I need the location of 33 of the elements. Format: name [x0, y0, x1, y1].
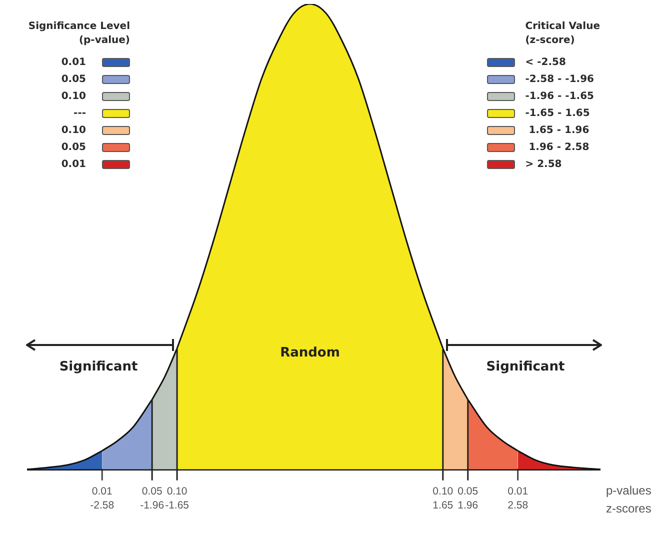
x-tick-label: -2.58 [90, 500, 114, 512]
legend-label: > 2.58 [525, 159, 562, 170]
annotation: Significant [59, 359, 138, 374]
annotation: Random [280, 345, 340, 360]
text: p-values [606, 484, 652, 498]
text: 0.01 [92, 485, 112, 498]
legend-label: < -2.58 [525, 57, 566, 68]
legend-label: -1.96 - -1.65 [525, 91, 594, 102]
legend-title: Critical Value (z-score) [525, 20, 600, 48]
annotation: 0.01 [60, 57, 86, 68]
text: 0.01 [508, 485, 528, 498]
text: 0.10 [166, 485, 188, 498]
legend-label: 1.65 - 1.96 [528, 125, 590, 136]
annotation: 0.05 [60, 142, 86, 153]
x-tick-label: -1.65 [165, 500, 190, 512]
text: 0.05 [142, 485, 162, 498]
x-axis-title: z-scores [606, 502, 652, 516]
x-tick-label: 2.58 [508, 500, 528, 512]
x-tick-label: 1.65 [432, 500, 454, 512]
annotation: --- [72, 108, 86, 119]
legend-label: -1.65 - 1.65 [525, 108, 590, 119]
legend-label: 1.96 - 2.58 [528, 142, 590, 153]
legend-label: -2.58 - -1.96 [525, 74, 594, 85]
annotation: Significant [486, 359, 565, 374]
x-tick-label: -1.96 [140, 500, 164, 512]
annotation: 0.01 [60, 159, 86, 170]
annotation: 0.05 [60, 74, 86, 85]
x-tick-label: 1.96 [458, 500, 478, 512]
annotation: Significance Level (p-value) [27, 20, 130, 48]
annotation: 0.10 [60, 91, 86, 102]
text: 0.05 [458, 485, 478, 498]
annotation: 0.10 [60, 125, 86, 136]
text: 0.10 [432, 485, 454, 498]
